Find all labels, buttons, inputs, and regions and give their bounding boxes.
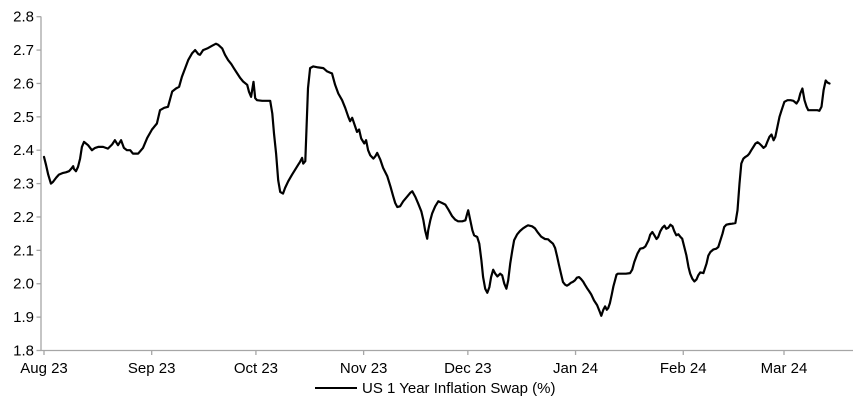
y-tick-label: 2.4 (13, 142, 34, 159)
x-tick-label: Sep 23 (128, 360, 176, 377)
y-tick-label: 2.3 (13, 176, 34, 193)
x-tick-label: Feb 24 (660, 360, 707, 377)
x-tick-label: Nov 23 (340, 360, 388, 377)
x-tick-label: Mar 24 (761, 360, 808, 377)
y-tick-label: 2.8 (13, 9, 34, 26)
legend-label: US 1 Year Inflation Swap (%) (362, 380, 555, 397)
axes: 1.8 1.9 2.0 2.1 2.2 2.3 2.4 2.5 2.6 2.7 2.8 Aug 23 S… (13, 9, 853, 377)
legend: US 1 Year Inflation Swap (%) (315, 380, 555, 397)
plot-area (42, 42, 831, 317)
y-tick-label: 1.8 (13, 343, 34, 360)
series-line (42, 42, 831, 317)
y-tick-label: 2.1 (13, 242, 34, 259)
x-tick-label: Aug 23 (20, 360, 68, 377)
y-tick-label: 2.5 (13, 109, 34, 126)
y-tick-label: 2.2 (13, 209, 34, 226)
y-tick-label: 2.0 (13, 276, 34, 293)
x-tick-label: Oct 23 (234, 360, 278, 377)
y-tick-label: 1.9 (13, 309, 34, 326)
x-tick-label: Dec 23 (444, 360, 492, 377)
y-tick-label: 2.6 (13, 75, 34, 92)
y-tick-label: 2.7 (13, 42, 34, 59)
x-tick-label: Jan 24 (553, 360, 598, 377)
